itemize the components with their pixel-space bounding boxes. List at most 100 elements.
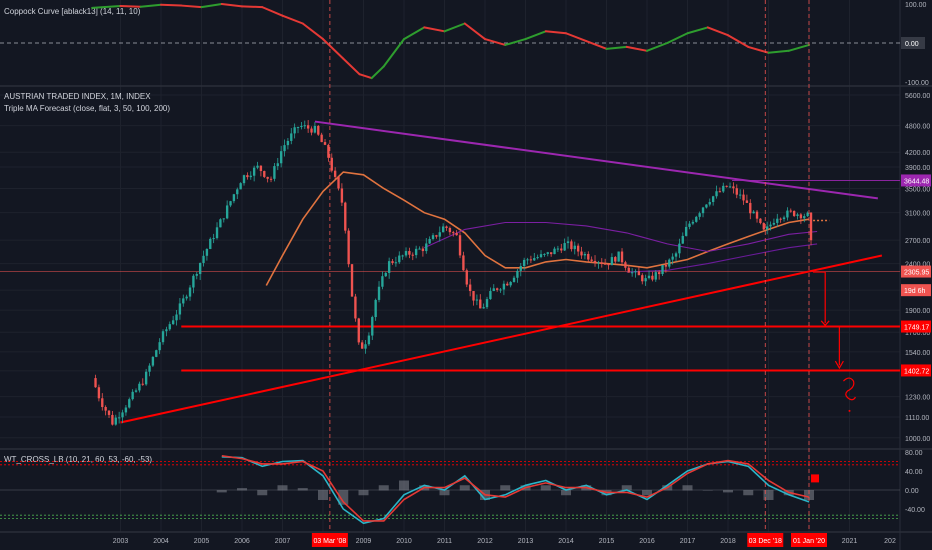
candle-body [165, 329, 168, 332]
candle-body [276, 163, 279, 167]
candle-body [175, 314, 178, 321]
candle-body [688, 223, 691, 227]
coppock-value-label: 0.00 [905, 41, 919, 48]
candle-body [749, 202, 752, 214]
price-level-label: 3644.48 [904, 178, 929, 185]
wt-histogram-bar [237, 488, 247, 491]
candle-body [236, 189, 239, 195]
candle-body [178, 303, 182, 315]
coppock-segment [727, 34, 750, 48]
wt-title: WT_CROSS_LB (10, 21, 60, 53, -60, -53) [4, 455, 152, 464]
hand-drawn-question-mark [843, 377, 856, 401]
x-axis-tick-label: 2014 [558, 538, 574, 545]
wt-histogram-bar [216, 490, 227, 493]
coppock-segment [443, 22, 466, 33]
candle-body [657, 272, 661, 275]
price-panel [0, 120, 900, 426]
candle-body [333, 170, 337, 177]
candle-body [431, 235, 435, 239]
candle-body [411, 254, 414, 256]
x-axis-tick-label: 2018 [720, 538, 736, 545]
candle-body [803, 216, 806, 219]
candle-body [418, 248, 421, 250]
arrow-head [820, 320, 830, 327]
wt-histogram-bar [682, 485, 693, 491]
candle-body [695, 216, 698, 222]
candle-body [809, 212, 813, 241]
candle-body [107, 410, 111, 415]
candle-body [661, 265, 664, 275]
candle-body [627, 267, 630, 273]
candle-body [762, 223, 765, 230]
wt-histogram-bar [621, 485, 632, 491]
y-axis-tick-label: 4200.00 [905, 150, 930, 157]
candle-body [371, 317, 374, 336]
x-axis-tick-label: 202 [884, 538, 896, 545]
candle-body [779, 218, 782, 220]
candle-body [252, 167, 256, 176]
y-axis-tick-label: 3900.00 [905, 165, 930, 172]
candle-body [290, 133, 293, 141]
question-dot [848, 409, 851, 412]
candle-body [509, 281, 512, 286]
thumbs-down-mark [811, 474, 820, 483]
candle-body [313, 125, 317, 133]
x-axis-tick-label: 2021 [842, 538, 858, 545]
candle-body [350, 264, 354, 297]
y-axis-tick-label: 40.00 [905, 469, 923, 476]
y-axis-tick-label: 1700.00 [905, 330, 930, 337]
candle-body [340, 188, 344, 203]
coppock-segment [322, 38, 345, 60]
coppock-segment [281, 14, 304, 25]
coppock-segment [119, 4, 142, 8]
coppock-segment [706, 26, 729, 37]
candle-body [772, 222, 776, 225]
candle-body [205, 248, 209, 256]
candle-body [752, 211, 755, 214]
candle-body [293, 127, 296, 134]
candle-body [566, 241, 570, 244]
candle-body [489, 291, 492, 300]
coppock-segment [160, 3, 183, 7]
candle-body [573, 245, 576, 250]
candle-body [556, 248, 560, 250]
candle-body [668, 259, 671, 267]
candle-body [185, 296, 188, 299]
candle-body [765, 226, 769, 230]
candle-body [246, 175, 249, 178]
candle-body [300, 125, 303, 128]
candle-body [725, 185, 728, 187]
candle-body [742, 194, 745, 201]
candle-body [587, 253, 590, 260]
moving-average-line [424, 221, 818, 253]
candle-body [394, 262, 398, 264]
candle-body [273, 166, 276, 179]
candle-body [691, 221, 695, 224]
candle-body [583, 253, 587, 256]
x-axis-tick-label: 2010 [396, 538, 412, 545]
candle-body [526, 259, 529, 261]
candle-body [590, 259, 593, 261]
candle-body [458, 235, 462, 256]
candle-body [367, 335, 371, 345]
candle-body [239, 183, 242, 190]
coppock-segment [504, 38, 527, 46]
candle-body [684, 226, 688, 236]
candle-body [188, 287, 192, 297]
coppock-segment [241, 5, 264, 9]
down-arrow [825, 325, 840, 366]
wt-histogram-bar [338, 490, 349, 505]
candle-body [377, 286, 381, 300]
x-axis-date-tag [311, 533, 348, 547]
down-arrow [813, 271, 826, 324]
trend-line [314, 120, 878, 200]
coppock-segment [301, 22, 324, 41]
time-axis: 2003 2004 2005 2006 2007 03 Mar '08 2009 2010 20… [113, 533, 896, 547]
coppock-segment [787, 43, 810, 52]
candle-body [576, 245, 580, 252]
candle-body [637, 271, 641, 276]
price-level-label: 2305.95 [904, 270, 929, 277]
coppock-title: Coppock Curve [ablack13] (14, 11, 10) [4, 7, 141, 16]
candle-body [455, 233, 458, 236]
